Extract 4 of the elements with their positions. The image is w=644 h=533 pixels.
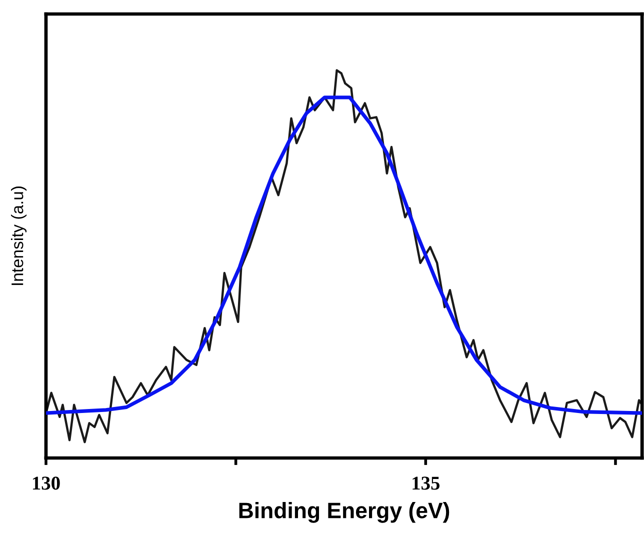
x-tick-label: 135 [412,476,440,490]
y-axis-title: Intensity (a.u) [11,186,27,285]
x-axis-title: Binding Energy (eV) [239,502,450,523]
x-tick-label: 130 [32,476,60,490]
